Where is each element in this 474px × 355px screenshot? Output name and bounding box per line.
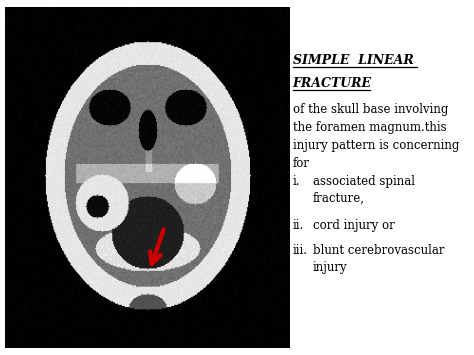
Text: ii.: ii. [292,219,304,232]
Text: SIMPLE  LINEAR: SIMPLE LINEAR [292,54,413,66]
Text: i.: i. [292,175,300,188]
Text: FRACTURE: FRACTURE [292,77,372,90]
Text: blunt cerebrovascular
injury: blunt cerebrovascular injury [313,244,444,273]
Text: associated spinal
fracture,: associated spinal fracture, [313,175,415,205]
Text: iii.: iii. [292,244,308,257]
Text: cord injury or: cord injury or [313,219,394,232]
Text: of the skull base involving
the foramen magnum.this
injury pattern is concerning: of the skull base involving the foramen … [292,103,459,170]
